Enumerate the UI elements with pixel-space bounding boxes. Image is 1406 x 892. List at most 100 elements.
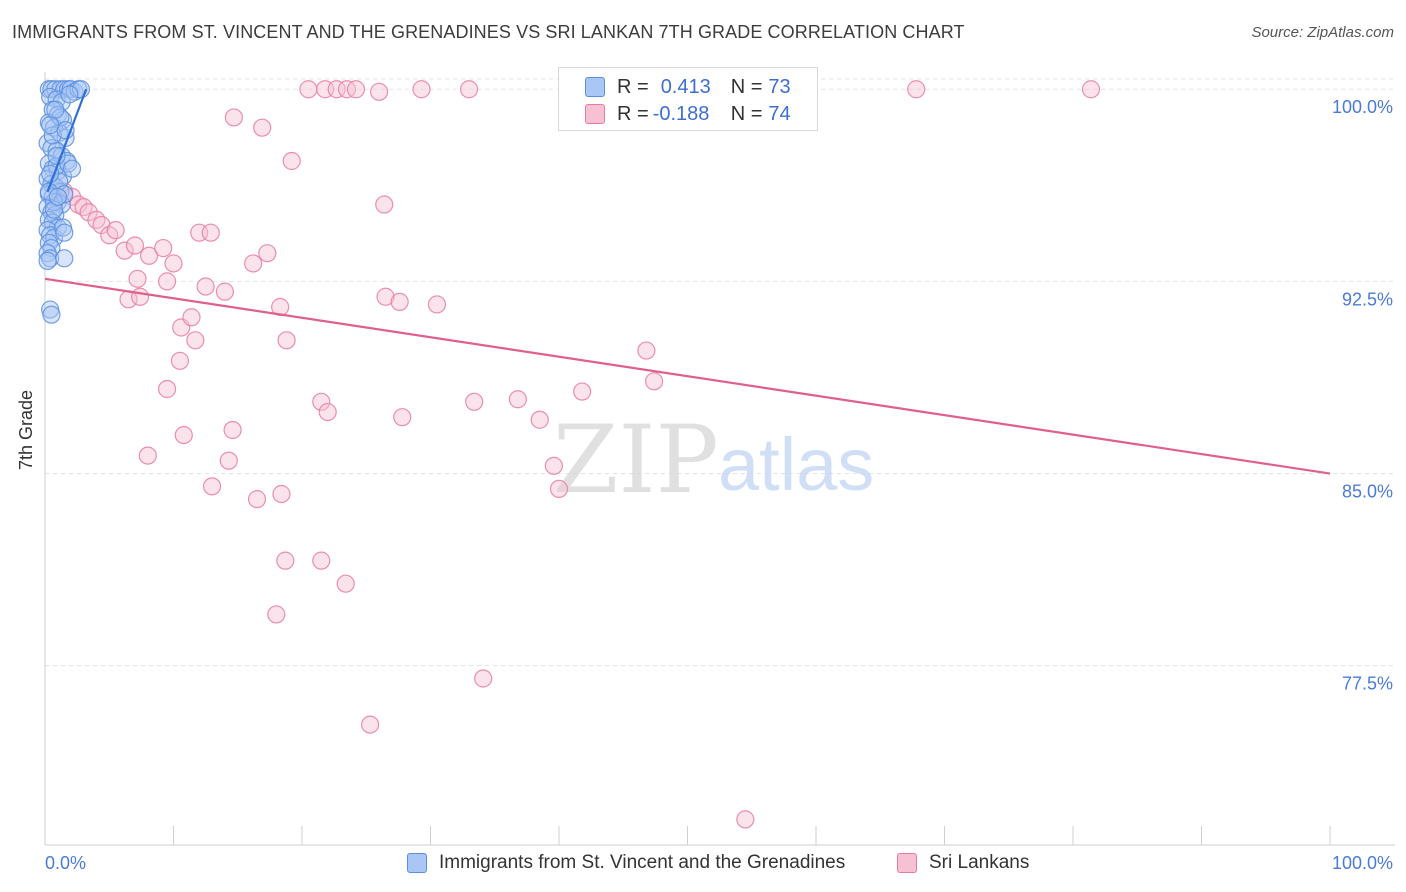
- pink-point: [544, 456, 563, 475]
- pink-point: [106, 221, 125, 240]
- pink-point: [549, 479, 569, 498]
- pink-point: [459, 80, 479, 99]
- legend-swatch-pink: [585, 104, 605, 124]
- pink-point: [267, 605, 286, 624]
- series-label-blue: Immigrants from St. Vincent and the Gren…: [439, 852, 846, 873]
- pink-point: [157, 379, 177, 399]
- pink-point: [530, 410, 549, 429]
- watermark-atlas: atlas: [718, 423, 874, 506]
- pink-point: [427, 295, 447, 314]
- legend-n-label: N =: [730, 75, 763, 98]
- pink-point: [182, 308, 201, 327]
- pink-point: [170, 351, 190, 370]
- y-axis-label: 7th Grade: [16, 389, 36, 470]
- pink-point: [223, 420, 242, 440]
- pink-point: [336, 574, 355, 593]
- pink-point: [573, 382, 592, 401]
- legend-n-value: 73: [768, 75, 791, 98]
- pink-point: [644, 372, 664, 391]
- pink-point: [327, 80, 346, 99]
- pink-trend-line: [44, 277, 1331, 475]
- pink-point: [299, 80, 318, 99]
- pink-point: [276, 551, 295, 570]
- pink-point: [312, 392, 331, 411]
- pink-point: [157, 272, 177, 291]
- legend-row-pink: R = -0.188 N = 74: [585, 102, 791, 126]
- pink-point: [272, 484, 291, 504]
- pink-point: [736, 810, 755, 829]
- pink-point: [186, 331, 205, 350]
- pink-point: [196, 277, 215, 296]
- blue-point: [47, 146, 66, 165]
- pink-point: [219, 451, 238, 470]
- legend-n-value: 74: [768, 102, 791, 125]
- blue-point: [55, 249, 74, 268]
- source-label: Source: ZipAtlas.com: [1251, 24, 1394, 41]
- pink-point: [253, 118, 272, 137]
- pink-point: [277, 331, 296, 350]
- pink-point: [87, 210, 106, 230]
- pink-point: [79, 203, 98, 222]
- pink-point: [201, 223, 220, 242]
- pink-point: [258, 244, 277, 263]
- pink-point: [224, 108, 243, 127]
- points-layer: [38, 80, 1101, 829]
- blue-point: [55, 223, 74, 242]
- x-tick-label: 100.0%: [1332, 853, 1393, 873]
- series-swatch-blue: [407, 853, 427, 873]
- pink-point: [115, 241, 134, 260]
- pink-point: [244, 254, 263, 273]
- watermark-zip: ZIP: [553, 406, 719, 515]
- pink-point: [164, 254, 183, 273]
- pink-point: [637, 341, 656, 360]
- pink-point: [465, 392, 484, 411]
- pink-point: [128, 269, 147, 288]
- legend-row-blue: R = 0.413 N = 73: [585, 75, 791, 99]
- chart-title: IMMIGRANTS FROM ST. VINCENT AND THE GREN…: [12, 22, 965, 42]
- x-tick-label: 0.0%: [45, 853, 86, 873]
- y-tick-label: 100.0%: [1332, 97, 1393, 117]
- legend-swatch-blue: [585, 77, 605, 97]
- pink-point: [361, 715, 380, 734]
- blue-point: [60, 85, 79, 104]
- legend-r-label: R =: [617, 102, 649, 125]
- y-tick-label: 92.5%: [1342, 289, 1393, 309]
- y-tick-label: 85.0%: [1342, 482, 1393, 502]
- pink-point: [130, 287, 150, 306]
- pink-point: [202, 477, 222, 496]
- blue-point: [41, 116, 60, 135]
- series-legend-item-pink: Sri Lankans: [897, 852, 1029, 874]
- blue-trend-line: [46, 88, 88, 193]
- pink-point: [318, 402, 337, 422]
- blue-point: [38, 251, 57, 270]
- pink-point: [138, 446, 157, 465]
- pink-point: [215, 282, 234, 301]
- legend-r-label: R =: [617, 75, 649, 98]
- y-tick-label: 77.5%: [1342, 674, 1393, 694]
- pink-point: [393, 408, 412, 427]
- pink-point: [247, 490, 267, 509]
- grid-layer: [45, 78, 1395, 667]
- pink-point: [375, 195, 394, 214]
- pink-point: [376, 287, 395, 306]
- blue-point: [38, 244, 57, 263]
- pink-point: [412, 80, 431, 99]
- tick-labels: 100.0% 92.5% 85.0% 77.5% 0.0% 100.0%: [45, 97, 1393, 873]
- legend-n-label: N =: [730, 102, 763, 125]
- pink-point: [312, 551, 331, 570]
- blue-point: [41, 249, 60, 268]
- pink-point: [125, 236, 145, 255]
- blue-point: [46, 100, 65, 119]
- blue-point: [62, 159, 82, 178]
- legend-r-value: 0.413: [660, 75, 711, 98]
- blue-point: [42, 305, 61, 324]
- pink-point: [508, 390, 527, 409]
- series-legend: Immigrants from St. Vincent and the Gren…: [0, 852, 1406, 878]
- pink-point: [154, 238, 173, 258]
- series-label-pink: Sri Lankans: [929, 852, 1030, 873]
- series-legend-item-blue: Immigrants from St. Vincent and the Gren…: [407, 852, 845, 874]
- series-swatch-pink: [897, 853, 917, 873]
- pink-point: [370, 82, 389, 101]
- correlation-legend: R = 0.413 N = 73 R = -0.188 N = 74: [558, 67, 818, 131]
